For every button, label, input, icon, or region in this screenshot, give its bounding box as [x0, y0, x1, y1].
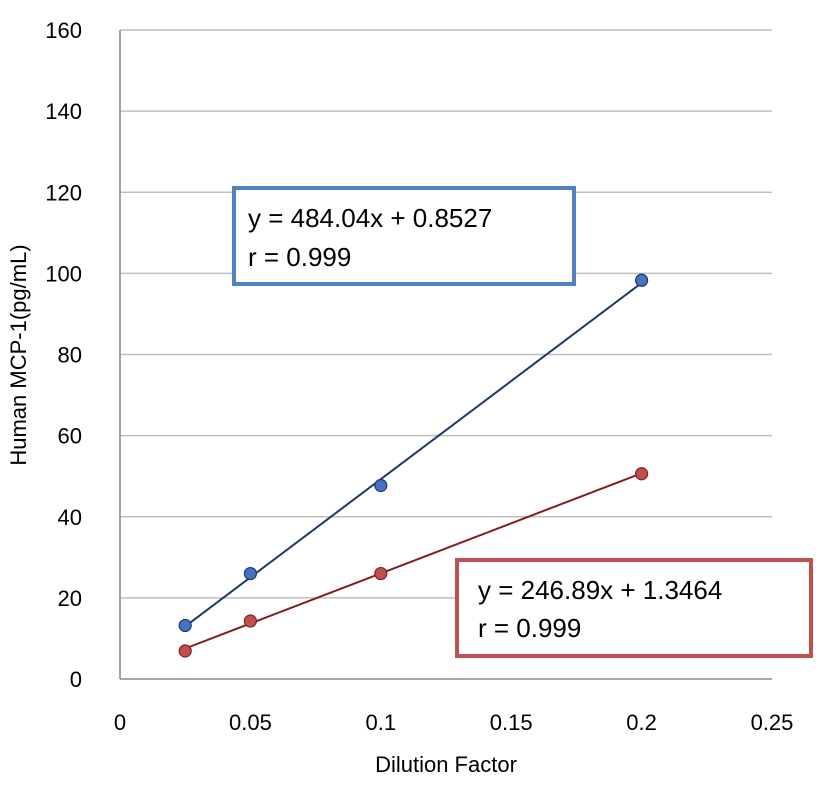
y-tick-label-0: 0: [70, 667, 82, 692]
y-tick-label-3: 60: [58, 424, 82, 449]
y-tick-label-5: 100: [45, 261, 82, 286]
y-tick-label-2: 40: [58, 505, 82, 530]
gridlines: [120, 29, 772, 599]
y-tick-label-6: 120: [45, 180, 82, 205]
trendline-series-0: [184, 282, 643, 628]
x-tick-label-4: 0.2: [626, 710, 657, 735]
point-series-0-0: [178, 618, 192, 633]
series-0: [178, 273, 649, 633]
y-tick-label-8: 160: [45, 18, 82, 43]
axes: [119, 30, 772, 680]
tick-labels: 0 20 40 60 80 100 120 140 160 0 0.05 0.1 0.15 0.2 0.25: [45, 18, 793, 735]
y-tick-label-1: 20: [58, 586, 82, 611]
equation-text-1: y = 246.89x + 1.3464: [478, 575, 722, 605]
r-value-text-1: r = 0.999: [478, 613, 581, 643]
point-series-1-3: [634, 467, 649, 481]
r-value-text-0: r = 0.999: [248, 242, 351, 272]
x-tick-label-2: 0.1: [366, 710, 397, 735]
series-1: [178, 467, 649, 658]
y-tick-label-4: 80: [58, 343, 82, 368]
x-tick-label-3: 0.15: [490, 710, 533, 735]
equation-box-series-0: y = 484.04x + 0.8527 r = 0.999: [232, 186, 576, 286]
equation-text-0: y = 484.04x + 0.8527: [248, 203, 492, 233]
y-axis-title: Human MCP-1(pg/mL): [6, 244, 31, 465]
x-axis-title: Dilution Factor: [375, 752, 517, 777]
x-tick-label-0: 0: [114, 710, 126, 735]
point-series-1-0: [178, 644, 192, 658]
point-series-0-3: [634, 273, 649, 287]
equation-box-frame-1: [455, 558, 813, 658]
data-series: [178, 273, 649, 658]
point-series-0-2: [374, 478, 388, 493]
equation-box-series-1: y = 246.89x + 1.3464 r = 0.999: [455, 558, 813, 658]
trendline-series-1: [184, 472, 642, 650]
point-series-0-1: [243, 566, 257, 581]
x-tick-label-5: 0.25: [751, 710, 794, 735]
x-tick-label-1: 0.05: [229, 710, 272, 735]
point-series-1-2: [374, 566, 388, 581]
y-tick-label-7: 140: [45, 99, 82, 124]
point-series-1-1: [243, 614, 257, 628]
equation-box-frame-0: [232, 186, 576, 286]
